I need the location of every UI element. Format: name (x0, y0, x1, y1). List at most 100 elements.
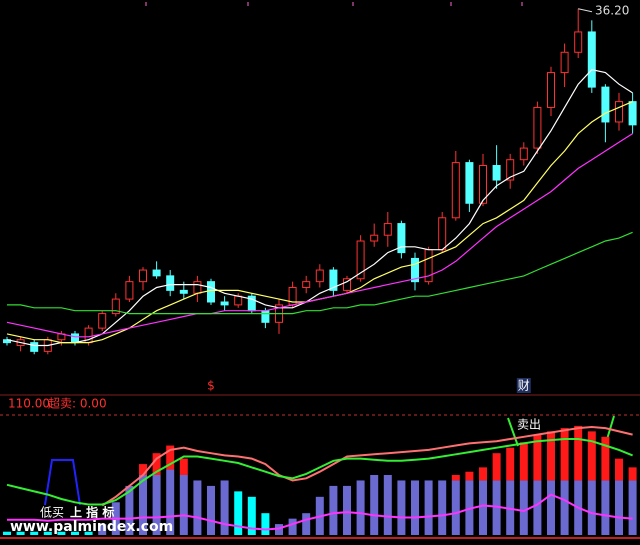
candle-body (383, 223, 392, 236)
top-ticks (145, 2, 523, 6)
candle-body (125, 281, 134, 300)
bar (560, 480, 569, 535)
bar (302, 513, 311, 535)
candle-body (166, 275, 175, 291)
buy-shape (44, 459, 81, 506)
bar (479, 480, 487, 535)
candle-body (207, 281, 215, 303)
bar (628, 480, 637, 535)
candle-body (438, 217, 447, 251)
bar (587, 480, 596, 535)
bar (139, 464, 147, 475)
candle-body (601, 86, 610, 123)
bar (57, 531, 66, 535)
candle-body (302, 281, 311, 288)
candle-body (560, 51, 569, 74)
bar (356, 480, 365, 535)
bar (438, 480, 447, 535)
bar (125, 485, 134, 535)
watermark: www.palmindex.com (10, 519, 173, 535)
bar (451, 475, 460, 481)
indicator-value: 110.00 (8, 397, 50, 411)
bar (519, 480, 528, 535)
signal: 财 (518, 379, 530, 393)
bar (601, 480, 610, 535)
candle-body (506, 159, 515, 181)
candle-body (152, 269, 161, 277)
candle-body (533, 106, 542, 149)
bar (560, 428, 569, 481)
bar (383, 475, 392, 535)
bar (16, 531, 25, 535)
bar (220, 480, 229, 535)
candle-body (220, 301, 229, 306)
bar (193, 480, 202, 535)
candle-body (71, 333, 79, 344)
bar (98, 524, 107, 535)
bar (179, 458, 188, 475)
bar (3, 531, 11, 535)
bar (139, 475, 147, 535)
candle-body (193, 281, 202, 294)
candle-body (479, 165, 487, 204)
bar (533, 480, 542, 535)
candle-body (587, 31, 596, 88)
candle-body (574, 31, 583, 53)
candle-body (315, 269, 324, 283)
bar (601, 436, 610, 481)
line (6, 69, 633, 347)
bar (166, 445, 175, 470)
bar (615, 458, 623, 481)
sell-label: 卖出 (517, 418, 541, 432)
candle-body (628, 101, 637, 126)
signal-box (516, 378, 531, 393)
bar (84, 531, 93, 535)
candle-body (451, 162, 460, 219)
candle-body (98, 313, 107, 329)
bar (275, 524, 283, 535)
line (6, 133, 633, 338)
bar (628, 467, 637, 481)
bar (451, 480, 460, 535)
bar (479, 467, 487, 481)
bar (547, 431, 555, 481)
bar (166, 469, 175, 535)
candle-body (492, 165, 501, 181)
bar (329, 485, 338, 535)
candle-body (179, 289, 188, 294)
candle-body (30, 342, 39, 352)
bar (370, 475, 379, 535)
bar (247, 496, 256, 535)
line (6, 438, 633, 506)
bar (152, 453, 161, 475)
candle-body (370, 234, 379, 242)
bar (506, 447, 515, 481)
bar (43, 531, 52, 535)
candle-body (519, 147, 528, 161)
candle-body (111, 298, 120, 315)
candle-body (465, 162, 474, 204)
candle-body (234, 295, 243, 306)
bar (207, 485, 215, 535)
candle-body (411, 257, 419, 283)
candle-body (329, 269, 338, 291)
bar (587, 431, 596, 481)
bar (152, 475, 161, 535)
bar (424, 480, 433, 535)
bar (397, 480, 406, 535)
candle-body (356, 240, 365, 280)
bar (234, 491, 243, 535)
candle-body (547, 72, 555, 108)
bar (574, 425, 583, 481)
line (7, 493, 633, 531)
buy-label: 低买 (40, 506, 64, 520)
bar (288, 518, 297, 535)
bar (71, 531, 79, 535)
candle-body (343, 278, 351, 291)
bar (492, 453, 501, 481)
candle-body (139, 269, 147, 283)
candle-body (261, 310, 270, 323)
bar (261, 513, 270, 535)
high-marker (578, 8, 593, 13)
